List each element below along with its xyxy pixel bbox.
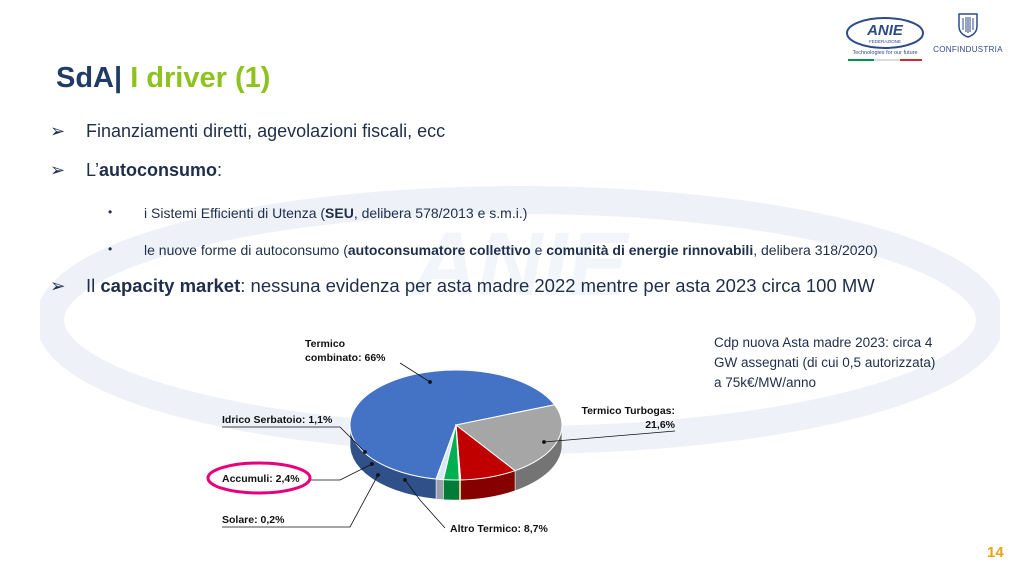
leader-dot (428, 380, 432, 384)
bullet-financing: ➢ Finanziamenti diretti, agevolazioni fi… (50, 121, 445, 142)
subbullet-bold: autoconsumatore collettivo (347, 242, 531, 258)
leader-line-solare (222, 474, 379, 528)
bullet-capacity-market: ➢ Il capacity market: nessuna evidenza p… (50, 275, 875, 297)
bullet-text-suffix: : nessuna evidenza per asta madre 2022 m… (240, 275, 875, 296)
bullet-text-bold: capacity market (100, 275, 241, 296)
svg-text:ANIE: ANIE (410, 215, 630, 315)
svg-text:FEDERAZIONE: FEDERAZIONE (869, 39, 901, 44)
note-line-1: Cdp nuova Asta madre 2023: circa 4 (714, 335, 933, 350)
pie-slice-termico-combinato (349, 369, 556, 480)
pie-side-accumuli (443, 479, 460, 501)
dot-bullet-icon: • (108, 205, 113, 219)
dot-bullet-icon: • (108, 242, 113, 256)
subbullet-text: , delibera 318/2020) (753, 242, 878, 258)
leader-line-termico-combinato (399, 362, 431, 383)
label-accumuli: Accumuli: 2,4% (222, 473, 300, 485)
note-line-2: GW assegnati (di cui 0,5 autorizzata) (714, 355, 936, 370)
leader-dot (542, 440, 546, 444)
label-termico-turbogas-l2: 21,6% (645, 419, 675, 431)
pie-slice-termico-turbogas (454, 404, 563, 472)
leader-line-termico-turbogas (543, 430, 676, 443)
bullet-text-suffix: : (217, 160, 223, 180)
title-prefix: SdA| (56, 62, 123, 94)
anie-logo: ANIE FEDERAZIONE Technologies for our fu… (846, 17, 924, 61)
subbullet-text: i Sistemi Efficienti di Utenza ( (144, 205, 326, 221)
accumuli-highlight-ring (206, 461, 312, 495)
label-idrico-serbatoio: Idrico Serbatoio: 1,1% (222, 414, 333, 426)
leader-dot (363, 450, 367, 454)
label-termico-combinato-l2: combinato: 66% (305, 352, 386, 364)
title-main: I driver (1) (130, 62, 271, 94)
slide-title: SdA| I driver (1) (56, 62, 270, 95)
label-solare: Solare: 0,2% (222, 514, 285, 526)
subbullet-new-forms: • le nuove forme di autoconsumo (autocon… (108, 242, 878, 258)
pie-side-idrico-serbatoio (435, 478, 444, 500)
svg-text:Technologies for our future: Technologies for our future (852, 50, 917, 56)
bullet-text-prefix: L’ (86, 160, 100, 180)
arrow-bullet-icon: ➢ (50, 160, 66, 180)
bullet-text-prefix: Il (86, 275, 96, 296)
subbullet-text: le nuove forme di autoconsumo ( (144, 242, 348, 258)
bullet-text-bold: autoconsumo (99, 160, 218, 180)
leader-line-idrico-serbatoio (222, 426, 366, 453)
leader-line-altro-termico (404, 479, 446, 529)
note-line-3: a 75k€/MW/anno (714, 375, 817, 390)
arrow-bullet-icon: ➢ (50, 121, 66, 141)
leader-line-accumuli (310, 463, 373, 481)
confindustria-logo: CONFINDUSTRIA (930, 12, 1006, 56)
leader-dot (403, 478, 407, 482)
subbullet-text: e (530, 242, 547, 258)
leader-dot (376, 473, 380, 477)
bullet-text: Finanziamenti diretti, agevolazioni fisc… (86, 121, 446, 141)
subbullet-bold: comunità di energie rinnovabili (546, 242, 754, 258)
confindustria-label: CONFINDUSTRIA (933, 45, 1003, 54)
svg-text:ANIE: ANIE (866, 22, 904, 39)
page-number: 14 (987, 544, 1004, 561)
pie-chart: Termico combinato: 66% Termico Turbogas:… (206, 338, 676, 535)
subbullet-bold: SEU (325, 205, 354, 221)
label-termico-turbogas-l1: Termico Turbogas: (581, 405, 675, 417)
arrow-bullet-icon: ➢ (50, 275, 66, 296)
subbullet-seu: • i Sistemi Efficienti di Utenza (SEU, d… (108, 205, 527, 221)
label-altro-termico: Altro Termico: 8,7% (450, 523, 548, 535)
bullet-autoconsumo: ➢ L’ autoconsumo: (50, 160, 222, 181)
subbullet-text: , delibera 578/2013 e s.m.i.) (353, 205, 528, 221)
leader-dot (370, 462, 374, 466)
side-note: Cdp nuova Asta madre 2023: circa 4 GW as… (714, 333, 935, 393)
label-termico-combinato-l1: Termico (305, 338, 345, 350)
confindustria-emblem-icon (958, 13, 978, 38)
pie-slice-idrico-serbatoio (435, 424, 457, 481)
